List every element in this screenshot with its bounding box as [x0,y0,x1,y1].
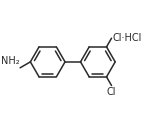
Text: Cl: Cl [107,87,116,97]
Text: NH₂: NH₂ [1,56,19,66]
Text: Cl·HCl: Cl·HCl [112,33,142,43]
